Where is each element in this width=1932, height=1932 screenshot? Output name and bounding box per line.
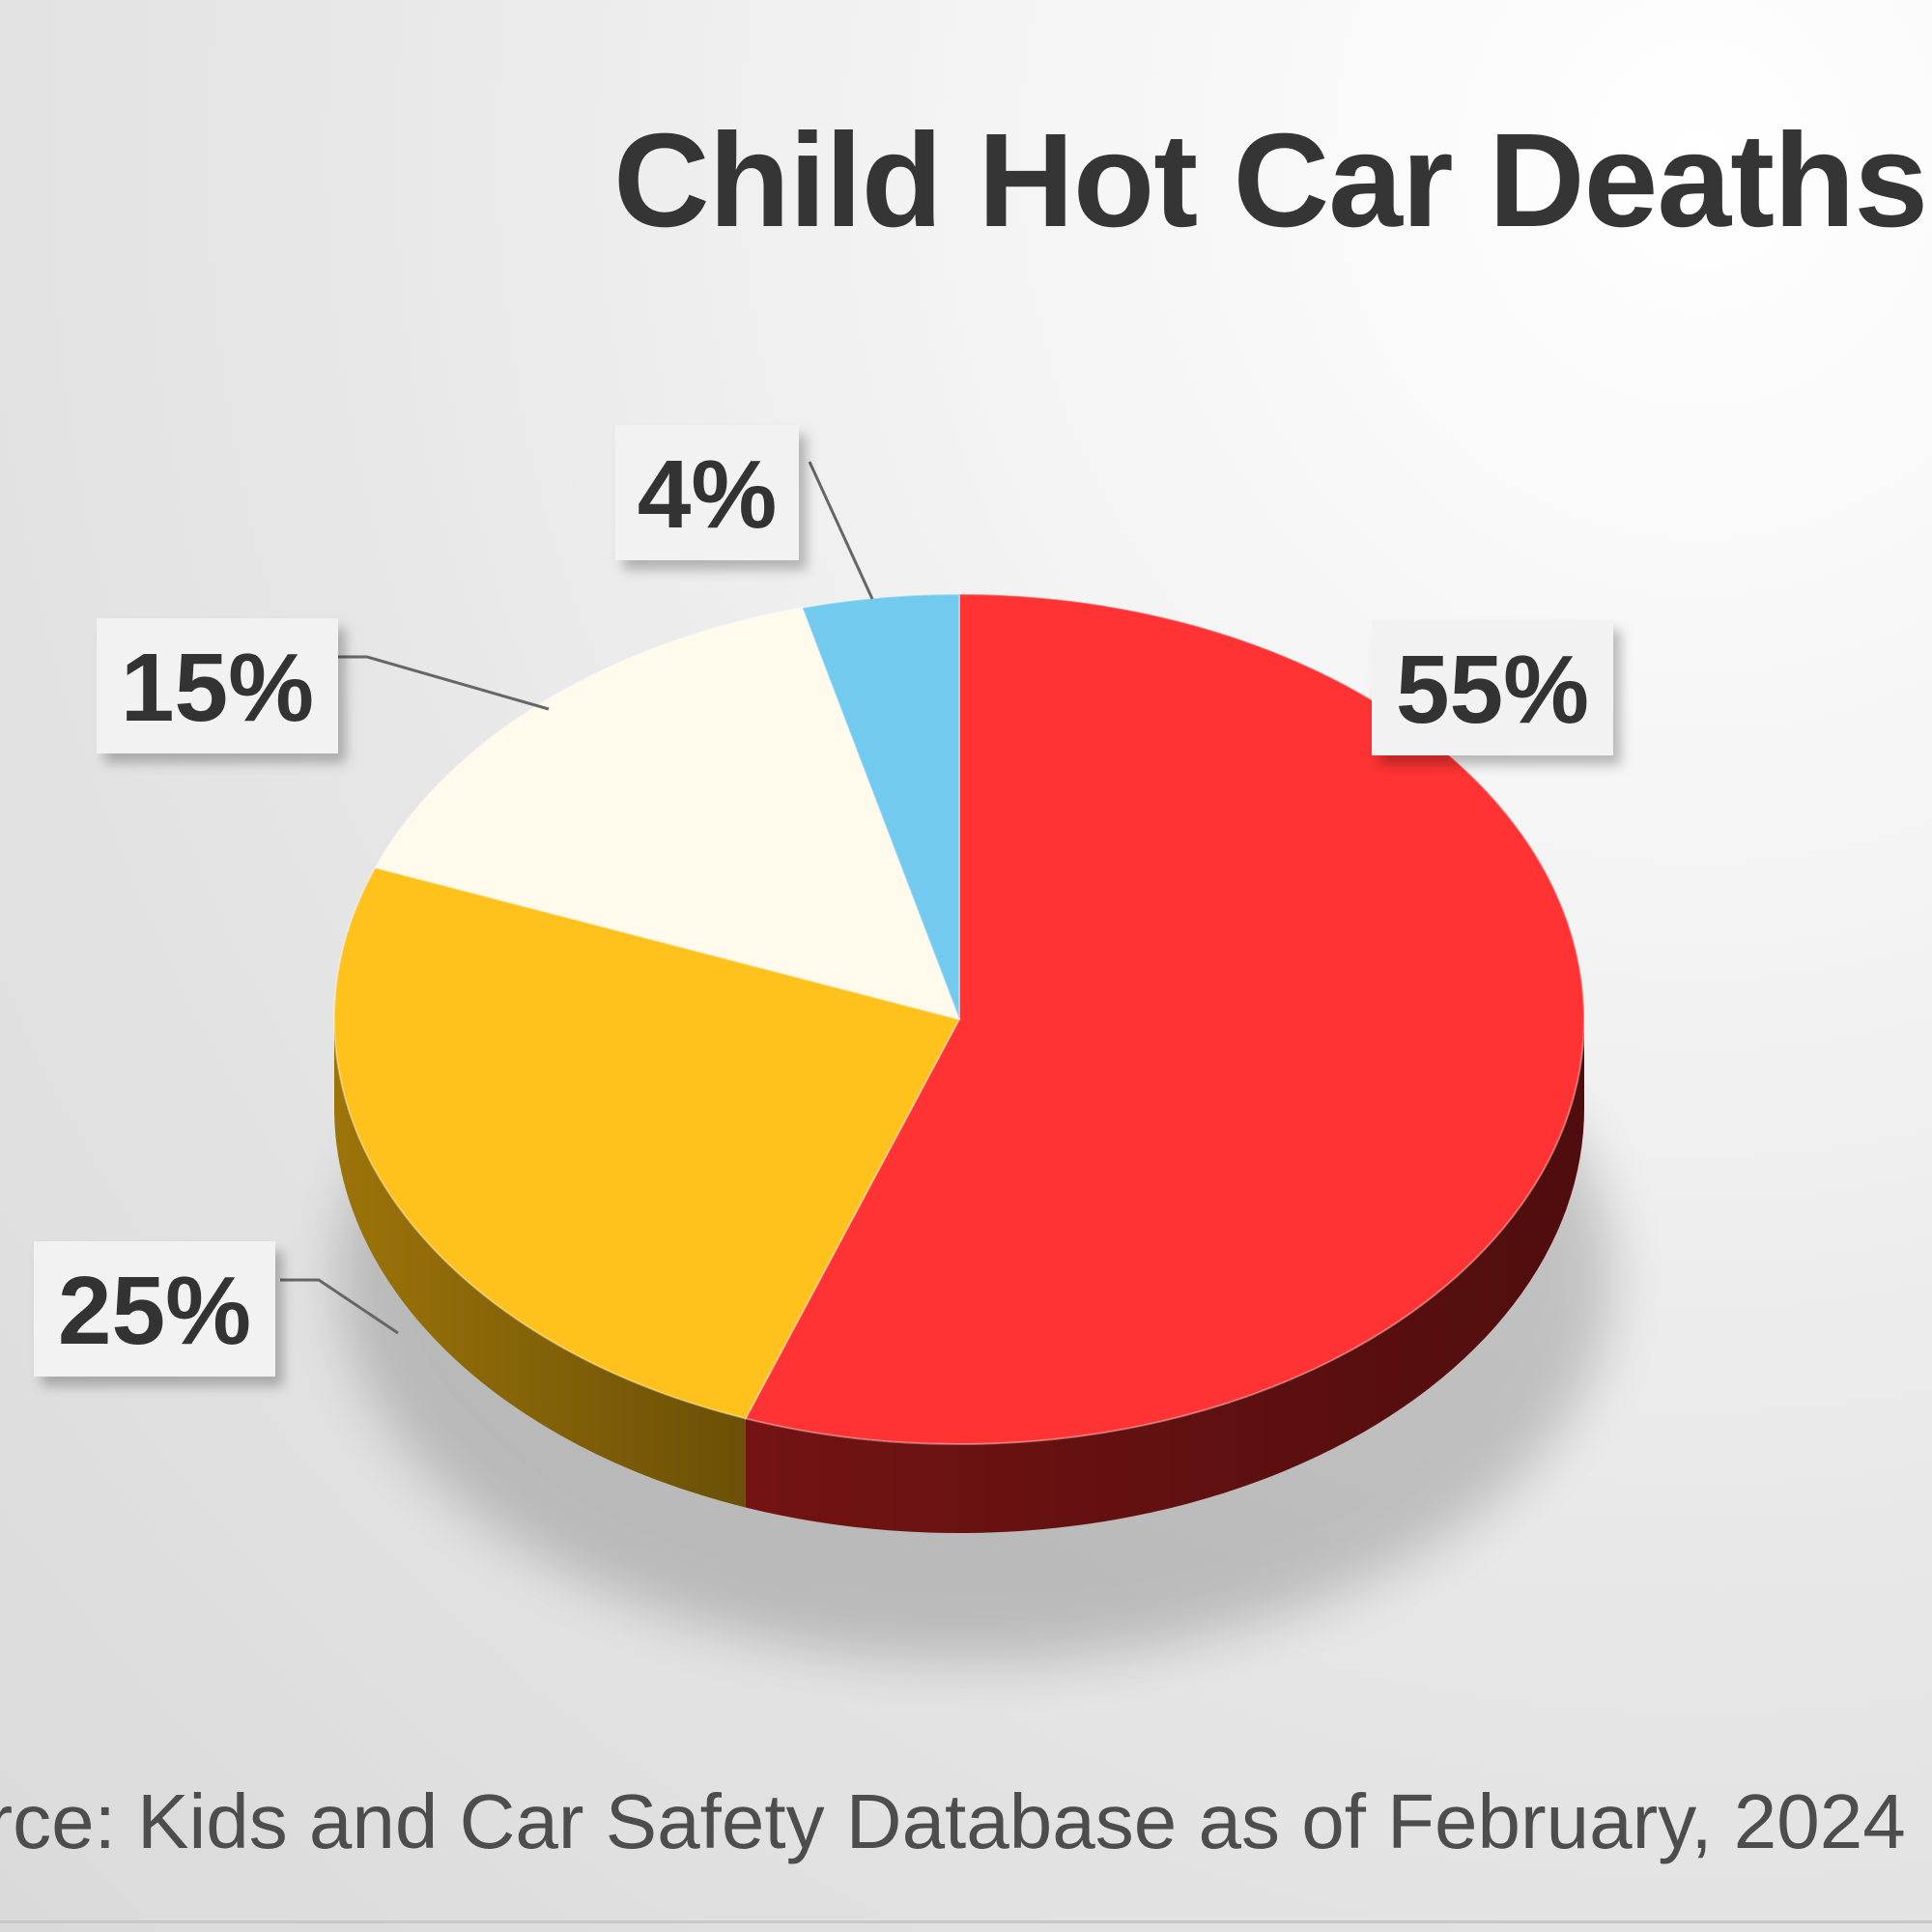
- pie-sides: [333, 1019, 1584, 1533]
- leader-line-3: [808, 461, 874, 600]
- data-label-box-1: [34, 1241, 275, 1377]
- data-label-1: 25%: [58, 1257, 251, 1365]
- pie-side-shade-0: [745, 1019, 1584, 1533]
- data-label-box-0: [1372, 620, 1613, 755]
- source-note: urce: Kids and Car Safety Database as of…: [0, 1778, 1906, 1864]
- data-label-3: 4%: [638, 440, 778, 549]
- pie-slice-0: [744, 592, 1586, 1445]
- leader-line-1: [280, 1278, 399, 1335]
- pie-slice-2: [374, 606, 961, 1021]
- pie-labels: 55% 25% 15% 4%: [34, 425, 1613, 1377]
- pie-side-shade-1: [333, 1019, 746, 1508]
- chart-title: Child Hot Car Deaths: [613, 106, 1928, 255]
- data-label-box-3: [615, 425, 799, 560]
- pie-slice-1: [333, 866, 961, 1420]
- bottom-rule: [0, 1920, 1932, 1923]
- data-label-2: 15%: [121, 634, 314, 742]
- pie-tops: [333, 592, 1586, 1445]
- data-label-box-2: [97, 618, 338, 753]
- pie-slice-3: [801, 592, 960, 1020]
- leader-line-2: [338, 655, 550, 711]
- data-label-0: 55%: [1396, 636, 1589, 744]
